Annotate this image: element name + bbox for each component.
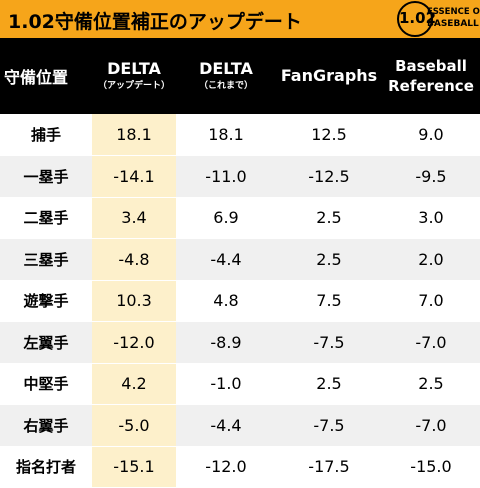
header-baseball-reference: Baseball Reference bbox=[382, 38, 480, 114]
baseball-reference-cell: -15.0 bbox=[382, 446, 480, 488]
baseball-reference-cell: 2.5 bbox=[382, 363, 480, 405]
fangraphs-cell: -7.5 bbox=[276, 404, 382, 447]
delta-updated-cell: 10.3 bbox=[92, 280, 176, 322]
delta-previous-cell: 18.1 bbox=[176, 114, 276, 156]
fangraphs-cell: 7.5 bbox=[276, 280, 382, 322]
delta-updated-cell: -5.0 bbox=[92, 404, 176, 447]
header-position-label: 守備位置 bbox=[4, 68, 69, 87]
header-baseball-reference-line2: Reference bbox=[388, 77, 474, 95]
delta-previous-cell: -1.0 bbox=[176, 363, 276, 405]
table-row: 遊撃手 10.3 4.8 7.5 7.0 bbox=[0, 280, 480, 322]
delta-previous-cell: 4.8 bbox=[176, 280, 276, 322]
baseball-reference-cell: -9.5 bbox=[382, 155, 480, 198]
position-cell: 中堅手 bbox=[0, 363, 92, 405]
position-adjustment-table: 守備位置 DELTA （アップデート） DELTA （これまで） FanGrap… bbox=[0, 38, 480, 488]
baseball-reference-cell: 7.0 bbox=[382, 280, 480, 322]
header-delta-updated-label: DELTA bbox=[107, 59, 161, 78]
logo-circle bbox=[397, 1, 433, 37]
table-header-row: 守備位置 DELTA （アップデート） DELTA （これまで） FanGrap… bbox=[0, 38, 480, 114]
table-row: 捕手 18.1 18.1 12.5 9.0 bbox=[0, 114, 480, 156]
fangraphs-cell: 12.5 bbox=[276, 114, 382, 156]
title-banner: 1.02守備位置補正のアップデート 1.02 ESSENCE OF BASEBA… bbox=[0, 0, 480, 38]
header-baseball-reference-line1: Baseball bbox=[395, 57, 467, 75]
header-fangraphs: FanGraphs bbox=[276, 38, 382, 114]
position-cell: 右翼手 bbox=[0, 404, 92, 447]
fangraphs-cell: -7.5 bbox=[276, 321, 382, 364]
table-row: 左翼手 -12.0 -8.9 -7.5 -7.0 bbox=[0, 321, 480, 364]
essence-of-baseball-logo: 1.02 ESSENCE OF BASEBALL bbox=[397, 1, 480, 37]
delta-updated-cell: 18.1 bbox=[92, 114, 176, 156]
fangraphs-cell: -12.5 bbox=[276, 155, 382, 198]
table-row: 一塁手 -14.1 -11.0 -12.5 -9.5 bbox=[0, 155, 480, 198]
header-delta-previous-label: DELTA bbox=[199, 59, 253, 78]
position-cell: 指名打者 bbox=[0, 446, 92, 488]
delta-updated-cell: 4.2 bbox=[92, 363, 176, 405]
position-cell: 左翼手 bbox=[0, 321, 92, 364]
header-delta-updated: DELTA （アップデート） bbox=[92, 38, 176, 114]
baseball-reference-cell: -7.0 bbox=[382, 321, 480, 364]
delta-updated-cell: 3.4 bbox=[92, 197, 176, 239]
header-delta-previous: DELTA （これまで） bbox=[176, 38, 276, 114]
logo-number: 1.02 bbox=[399, 9, 437, 27]
delta-previous-cell: -4.4 bbox=[176, 404, 276, 447]
logo-text-line1: ESSENCE OF bbox=[427, 7, 480, 17]
fangraphs-cell: 2.5 bbox=[276, 197, 382, 239]
baseball-reference-cell: 3.0 bbox=[382, 197, 480, 239]
fangraphs-cell: 2.5 bbox=[276, 238, 382, 281]
delta-previous-cell: 6.9 bbox=[176, 197, 276, 239]
header-fangraphs-label: FanGraphs bbox=[280, 66, 378, 85]
delta-previous-cell: -12.0 bbox=[176, 446, 276, 488]
position-cell: 一塁手 bbox=[0, 155, 92, 198]
position-cell: 三塁手 bbox=[0, 238, 92, 281]
baseball-reference-cell: 9.0 bbox=[382, 114, 480, 156]
position-cell: 捕手 bbox=[0, 114, 92, 156]
fangraphs-cell: 2.5 bbox=[276, 363, 382, 405]
position-cell: 遊撃手 bbox=[0, 280, 92, 322]
fangraphs-cell: -17.5 bbox=[276, 446, 382, 488]
delta-updated-cell: -15.1 bbox=[92, 446, 176, 488]
delta-updated-cell: -14.1 bbox=[92, 155, 176, 198]
header-delta-previous-sublabel: （これまで） bbox=[198, 81, 253, 91]
delta-updated-cell: -4.8 bbox=[92, 238, 176, 281]
table-row: 二塁手 3.4 6.9 2.5 3.0 bbox=[0, 197, 480, 239]
page-title: 1.02守備位置補正のアップデート bbox=[8, 11, 302, 33]
baseball-reference-cell: -7.0 bbox=[382, 404, 480, 447]
delta-updated-cell: -12.0 bbox=[92, 321, 176, 364]
header-position: 守備位置 bbox=[0, 38, 92, 114]
delta-previous-cell: -4.4 bbox=[176, 238, 276, 281]
table-row: 右翼手 -5.0 -4.4 -7.5 -7.0 bbox=[0, 404, 480, 447]
delta-previous-cell: -11.0 bbox=[176, 155, 276, 198]
header-delta-updated-sublabel: （アップデート） bbox=[97, 81, 170, 91]
delta-previous-cell: -8.9 bbox=[176, 321, 276, 364]
logo-text-line2: BASEBALL bbox=[427, 19, 479, 29]
table-row: 中堅手 4.2 -1.0 2.5 2.5 bbox=[0, 363, 480, 405]
table-row: 指名打者 -15.1 -12.0 -17.5 -15.0 bbox=[0, 446, 480, 488]
position-cell: 二塁手 bbox=[0, 197, 92, 239]
table-row: 三塁手 -4.8 -4.4 2.5 2.0 bbox=[0, 238, 480, 281]
baseball-reference-cell: 2.0 bbox=[382, 238, 480, 281]
